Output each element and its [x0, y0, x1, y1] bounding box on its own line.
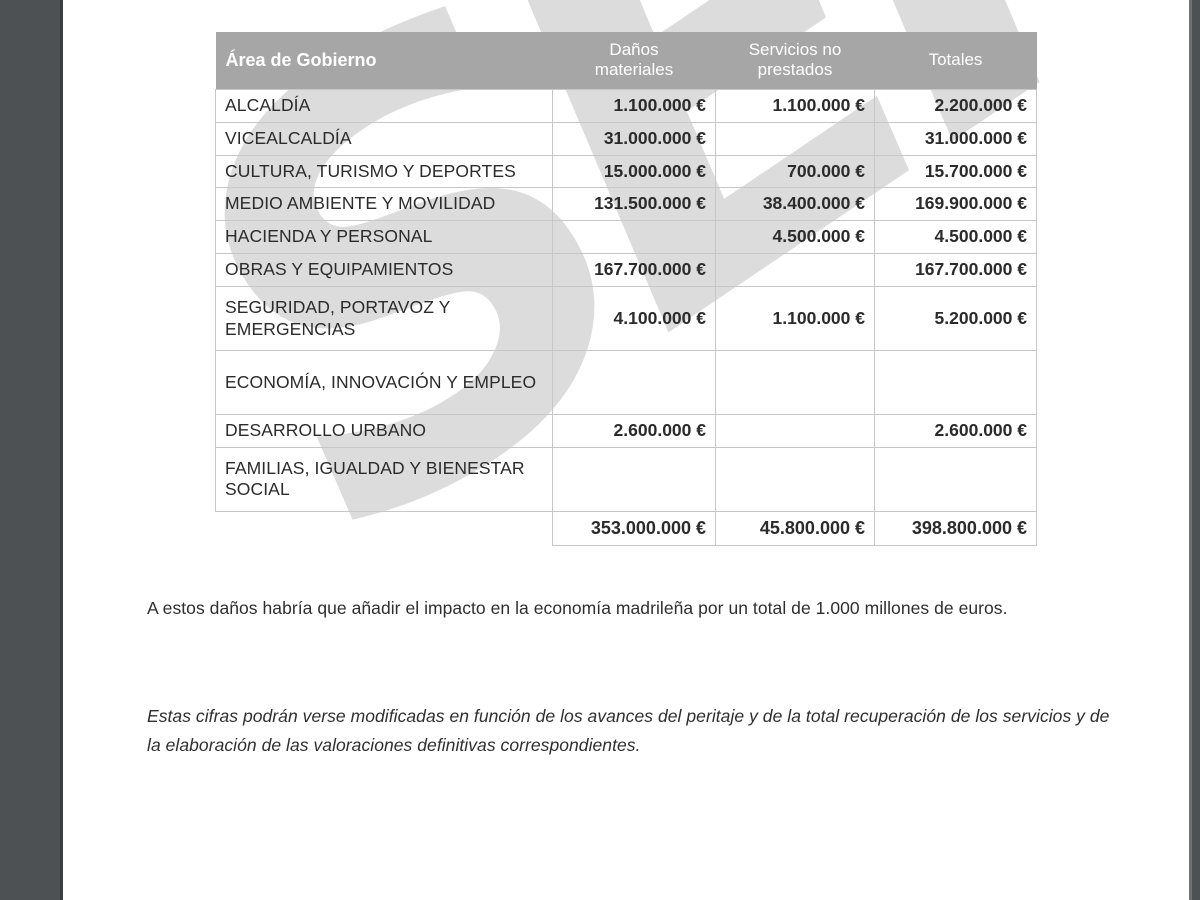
cell-total [874, 350, 1037, 416]
table-row: VICEALCALDÍA 31.000.000 € 31.000.000 € [215, 121, 1037, 156]
paragraph-impacto: A estos daños habría que añadir el impac… [147, 598, 1008, 618]
cell-damages: 167.700.000 € [552, 253, 716, 288]
cell-total: 31.000.000 € [874, 121, 1037, 156]
cell-area: CULTURA, TURISMO Y DEPORTES [215, 154, 553, 189]
table-row: FAMILIAS, IGUALDAD Y BIENESTAR SOCIAL [215, 446, 1037, 512]
cell-services: 38.400.000 € [715, 187, 875, 222]
column-header-damages-line2: materiales [594, 60, 674, 80]
column-header-totals: Totales [874, 32, 1037, 90]
cell-grand-total: 398.800.000 € [874, 510, 1037, 546]
viewer-right-gutter [1192, 0, 1200, 900]
cell-total: 4.500.000 € [874, 220, 1037, 255]
table-row: CULTURA, TURISMO Y DEPORTES 15.000.000 €… [215, 154, 1037, 189]
table-row: ALCALDÍA 1.100.000 € 1.100.000 € 2.200.0… [215, 88, 1037, 123]
cell-total: 2.200.000 € [874, 88, 1037, 123]
cell-area-empty [216, 511, 553, 545]
cell-damages [552, 350, 716, 416]
viewer-right-edge-line [1189, 0, 1192, 900]
paragraph-nota: Estas cifras podrán verse modificadas en… [147, 706, 1110, 755]
cell-damages: 131.500.000 € [552, 187, 716, 222]
cell-services [715, 350, 875, 416]
page-content: Área de Gobierno Daños materiales Servic… [63, 0, 1189, 900]
cell-damages [552, 220, 716, 255]
table-row: SEGURIDAD, PORTAVOZ Y EMERGENCIAS 4.100.… [215, 286, 1037, 352]
cell-services: 1.100.000 € [715, 88, 875, 123]
cell-damages: 4.100.000 € [552, 286, 716, 352]
cell-services: 700.000 € [715, 154, 875, 189]
viewer-left-gutter [0, 0, 60, 900]
cell-total: 167.700.000 € [874, 253, 1037, 288]
cell-area: MEDIO AMBIENTE Y MOVILIDAD [215, 187, 553, 222]
damages-table: Área de Gobierno Daños materiales Servic… [215, 32, 1037, 546]
cell-total: 2.600.000 € [874, 414, 1037, 448]
table-row: OBRAS Y EQUIPAMIENTOS 167.700.000 € 167.… [215, 253, 1037, 288]
cell-area: ECONOMÍA, INNOVACIÓN Y EMPLEO [215, 350, 553, 416]
cell-services [715, 121, 875, 156]
cell-damages: 2.600.000 € [552, 414, 716, 448]
cell-damages: 31.000.000 € [552, 121, 716, 156]
cell-area: DESARROLLO URBANO [215, 414, 553, 448]
document-page: SER Área de Gobierno Daños materiales S [63, 0, 1189, 900]
table-row: ECONOMÍA, INNOVACIÓN Y EMPLEO [215, 350, 1037, 416]
cell-area: HACIENDA Y PERSONAL [215, 220, 553, 255]
cell-services: 1.100.000 € [715, 286, 875, 352]
cell-total-damages: 353.000.000 € [552, 510, 716, 546]
cell-total: 15.700.000 € [874, 154, 1037, 189]
table-row: DESARROLLO URBANO 2.600.000 € 2.600.000 … [215, 414, 1037, 448]
cell-total: 5.200.000 € [874, 286, 1037, 352]
cell-total-services: 45.800.000 € [715, 510, 875, 546]
table-header-row: Área de Gobierno Daños materiales Servic… [215, 32, 1037, 90]
column-header-services-line2: prestados [757, 60, 833, 80]
cell-services: 4.500.000 € [715, 220, 875, 255]
viewer-gutter-edge [60, 0, 63, 900]
cell-damages: 1.100.000 € [552, 88, 716, 123]
column-header-damages: Daños materiales [552, 32, 716, 90]
cell-total: 169.900.000 € [874, 187, 1037, 222]
cell-area: VICEALCALDÍA [215, 121, 553, 156]
column-header-area: Área de Gobierno [215, 32, 553, 90]
cell-damages [552, 446, 716, 512]
cell-damages: 15.000.000 € [552, 154, 716, 189]
cell-services [715, 414, 875, 448]
cell-area: ALCALDÍA [215, 88, 553, 123]
cell-services [715, 446, 875, 512]
cell-area: SEGURIDAD, PORTAVOZ Y EMERGENCIAS [215, 286, 553, 352]
table-row: MEDIO AMBIENTE Y MOVILIDAD 131.500.000 €… [215, 187, 1037, 222]
column-header-damages-line1: Daños [609, 40, 659, 59]
table-row: HACIENDA Y PERSONAL 4.500.000 € 4.500.00… [215, 220, 1037, 255]
cell-total [874, 446, 1037, 512]
column-header-services-line1: Servicios no [748, 40, 842, 59]
cell-area: FAMILIAS, IGUALDAD Y BIENESTAR SOCIAL [215, 446, 553, 512]
cell-area: OBRAS Y EQUIPAMIENTOS [215, 253, 553, 288]
table-totals-row: 353.000.000 € 45.800.000 € 398.800.000 € [216, 510, 1037, 546]
cell-services [715, 253, 875, 288]
column-header-services: Servicios no prestados [715, 32, 875, 90]
